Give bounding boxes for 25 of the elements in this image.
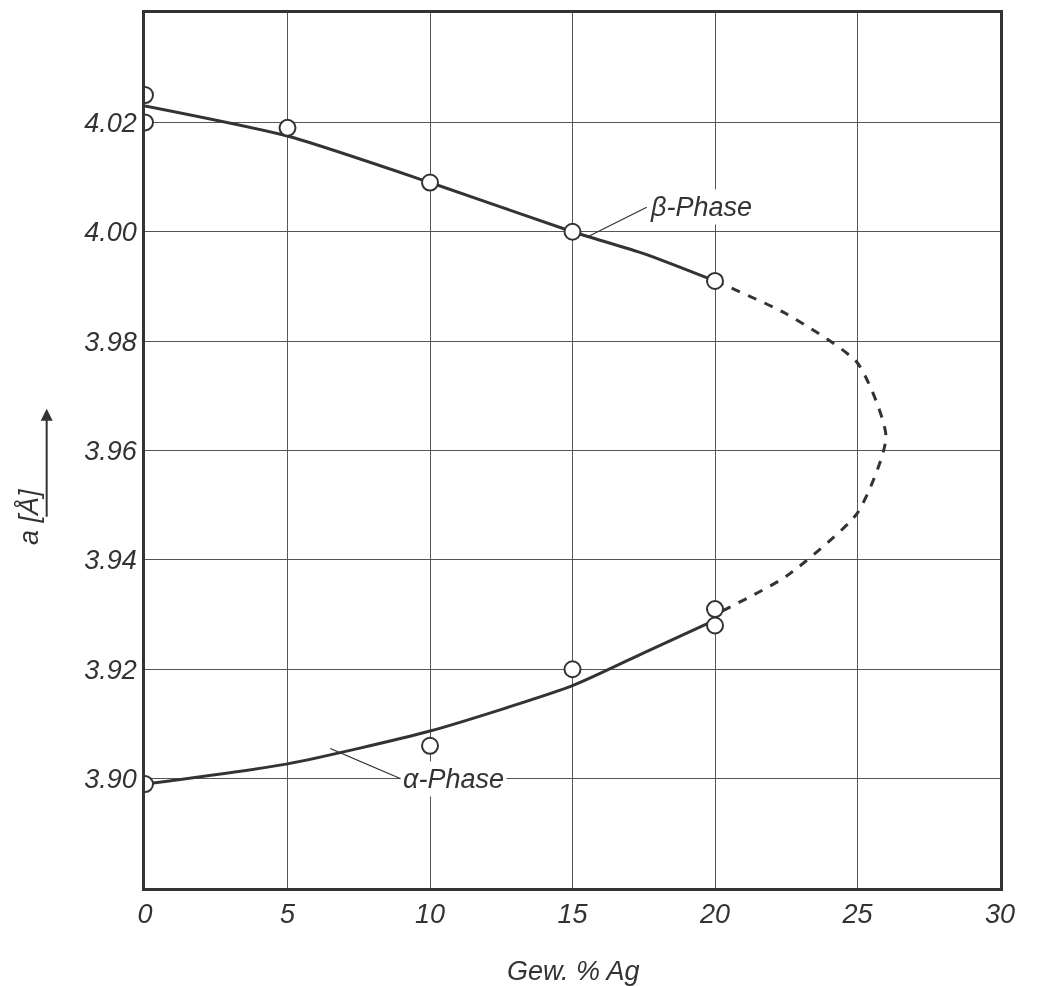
point (421, 173, 439, 192)
point (706, 600, 724, 619)
point (563, 660, 582, 679)
annotation: β-Phase (650, 192, 752, 222)
y-tick-label: 3.98 (84, 326, 137, 357)
y-axis-title: a [Å] (13, 487, 45, 545)
point (706, 616, 724, 635)
point (706, 271, 724, 290)
y-tick-label: 4.00 (84, 217, 137, 248)
x-tick-label: 20 (698, 899, 731, 930)
x-tick-label: 30 (984, 899, 1016, 930)
x-tick-label: 15 (557, 899, 589, 930)
annotation: α-Phase (403, 764, 504, 794)
x-tick-label: 10 (414, 899, 446, 930)
y-tick-label: 3.96 (84, 435, 138, 466)
y-tick-label: 4.02 (84, 107, 137, 138)
y-tick-label: 3.90 (84, 764, 137, 795)
x-tick-label: 0 (137, 899, 153, 930)
point (563, 222, 582, 241)
y-tick-label: 3.94 (84, 545, 137, 576)
x-tick-label: 5 (279, 899, 296, 930)
y-tick-label: 3.92 (84, 654, 137, 685)
point (421, 736, 439, 755)
x-axis-title: Gew. % Ag (507, 956, 640, 986)
x-tick-label: 25 (841, 899, 874, 930)
